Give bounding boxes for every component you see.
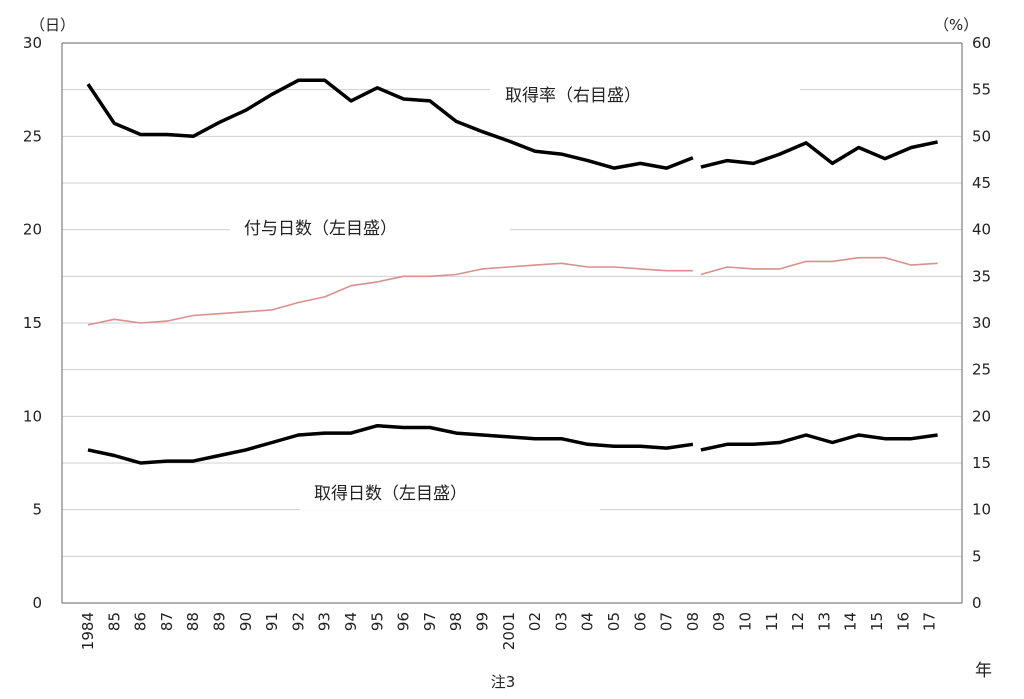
left-tick-label: 15 (23, 314, 42, 332)
right-axis-unit: （%） (934, 16, 978, 34)
right-tick-label: 10 (972, 501, 991, 519)
left-tick-label: 20 (23, 221, 42, 239)
series-line-1-before-break (87, 262, 693, 326)
left-axis-unit: （日） (30, 16, 75, 34)
x-tick-label: 05 (605, 612, 623, 631)
x-tick-label: 10 (737, 612, 755, 631)
x-tick-label: 90 (237, 612, 255, 631)
right-tick-label: 20 (972, 407, 991, 425)
granted-series-label: 付与日数（左目盛） (244, 219, 397, 239)
x-tick-label: 15 (868, 612, 886, 631)
left-tick-label: 0 (32, 594, 42, 612)
right-tick-label: 45 (972, 174, 991, 192)
x-tick-label: 1984 (79, 612, 97, 650)
x-tick-labels: 1984 85 86 87 88 89 90 91 92 93 94 95 96 97 98 99 2001 02… (79, 612, 939, 650)
x-tick-label: 2001 (500, 612, 518, 650)
x-tick-label: 91 (263, 612, 281, 631)
right-tick-label: 0 (972, 594, 982, 612)
x-tick-label: 13 (815, 612, 833, 631)
right-tick-label: 60 (972, 34, 991, 52)
series-line-0-after-break (700, 140, 938, 169)
x-tick-label: 17 (921, 612, 939, 631)
x-tick-label: 99 (474, 612, 492, 631)
series-lines (86, 78, 938, 465)
x-tick-label: 92 (289, 612, 307, 631)
x-tick-label: 04 (579, 612, 597, 631)
x-tick-label: 94 (342, 612, 360, 631)
right-tick-label: 15 (972, 454, 991, 472)
left-tick-label: 30 (23, 34, 42, 52)
right-tick-label: 30 (972, 314, 991, 332)
right-tick-labels: 0 5 10 15 20 25 30 35 40 45 50 55 60 (972, 34, 991, 612)
x-tick-label: 06 (631, 612, 649, 631)
series-line-2-before-break (87, 423, 694, 465)
left-tick-label: 5 (32, 501, 42, 519)
x-tick-label: 09 (710, 612, 728, 631)
x-axis-note: 注3 (491, 673, 516, 691)
right-tick-label: 5 (972, 547, 982, 565)
x-tick-label: 85 (105, 612, 123, 631)
right-tick-label: 35 (972, 267, 991, 285)
x-tick-label: 14 (842, 612, 860, 631)
x-tick-label: 12 (789, 612, 807, 631)
x-tick-label: 96 (395, 612, 413, 631)
x-tick-label: 11 (763, 612, 781, 631)
x-tick-label: 08 (684, 612, 702, 631)
series-line-0-before-break (86, 78, 694, 170)
taken-series-label: 取得日数（左目盛） (314, 484, 467, 504)
rate-series-label: 取得率（右目盛） (505, 86, 641, 106)
right-tick-label: 25 (972, 361, 991, 379)
right-tick-label: 55 (972, 81, 991, 99)
left-tick-label: 10 (23, 407, 42, 425)
x-tick-label: 86 (132, 612, 150, 631)
right-tick-label: 50 (972, 127, 991, 145)
x-tick-label: 87 (158, 612, 176, 631)
x-tick-label: 03 (552, 612, 570, 631)
taken-label-bg (300, 476, 600, 510)
right-tick-label: 40 (972, 221, 991, 239)
series-line-2-after-break (700, 433, 938, 452)
gridlines (62, 89, 962, 557)
x-tick-label: 16 (894, 612, 912, 631)
granted-label-bg (230, 211, 510, 245)
left-tick-labels: 0 5 10 15 20 25 30 (23, 34, 42, 612)
x-axis-label: 年 (975, 661, 992, 681)
x-tick-label: 93 (316, 612, 334, 631)
series-line-1-after-break (700, 256, 938, 276)
x-tick-label: 98 (447, 612, 465, 631)
x-tick-label: 97 (421, 612, 439, 631)
x-tick-label: 89 (211, 612, 229, 631)
chart-labels: 取得率（右目盛） 付与日数（左目盛） 取得日数（左目盛） （日） （%） 年 注… (30, 16, 992, 691)
x-tick-label: 07 (658, 612, 676, 631)
x-tick-label: 95 (368, 612, 386, 631)
left-tick-label: 25 (23, 127, 42, 145)
x-tick-label: 02 (526, 612, 544, 631)
axes (61, 42, 963, 604)
x-tick-label: 88 (184, 612, 202, 631)
rate-label-bg (490, 78, 800, 112)
